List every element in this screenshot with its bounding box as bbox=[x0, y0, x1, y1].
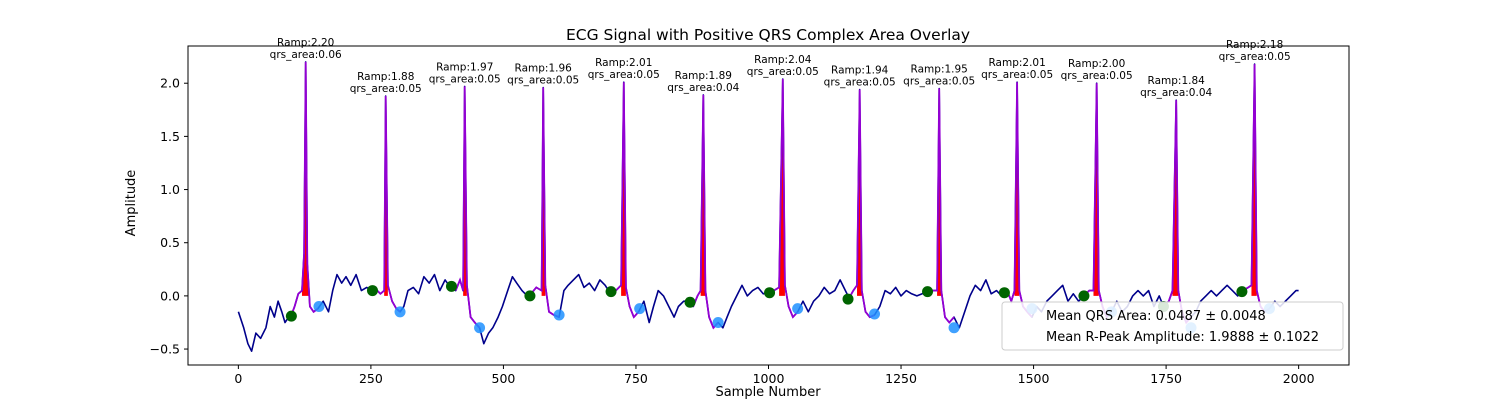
qrs-segment-3 bbox=[454, 86, 481, 329]
qrs-onset-marker-7 bbox=[764, 287, 776, 299]
qrs-onset-marker-5 bbox=[605, 286, 617, 298]
ramp-annotation-12: Ramp:1.84 bbox=[1148, 75, 1206, 87]
qrs-segment-5 bbox=[615, 82, 640, 319]
x-tick-label: 1250 bbox=[885, 371, 917, 386]
legend-entry-r-peak: Mean R-Peak Amplitude: 1.9888 ± 0.1022 bbox=[1046, 330, 1319, 345]
qrs-area-annotation-9: qrs_area:0.05 bbox=[903, 76, 975, 88]
ramp-annotation-1: Ramp:2.20 bbox=[277, 37, 334, 49]
y-tick-label: −0.5 bbox=[150, 342, 180, 357]
plot-area: Ramp:2.20qrs_area:0.06Ramp:1.88qrs_area:… bbox=[237, 37, 1299, 352]
ramp-annotation-3: Ramp:1.97 bbox=[436, 61, 493, 73]
qrs-offset-marker-6 bbox=[712, 316, 724, 328]
qrs-offset-marker-4 bbox=[553, 309, 565, 321]
ramp-annotation-11: Ramp:2.00 bbox=[1068, 58, 1125, 70]
x-tick-label: 0 bbox=[234, 371, 242, 386]
x-tick-label: 500 bbox=[492, 371, 516, 386]
qrs-offset-marker-1 bbox=[313, 301, 325, 313]
x-tick-label: 1750 bbox=[1150, 371, 1182, 386]
qrs-offset-marker-5 bbox=[634, 303, 646, 315]
qrs-segment-7 bbox=[773, 78, 799, 319]
qrs-area-annotation-2: qrs_area:0.05 bbox=[350, 83, 422, 95]
qrs-onset-marker-13 bbox=[1236, 286, 1248, 298]
ramp-annotation-10: Ramp:2.01 bbox=[988, 57, 1045, 69]
y-tick-label: 1.5 bbox=[160, 129, 180, 144]
qrs-offset-marker-9 bbox=[948, 322, 960, 334]
qrs-area-annotation-10: qrs_area:0.05 bbox=[981, 69, 1053, 81]
qrs-onset-marker-8 bbox=[842, 293, 854, 305]
ramp-annotation-4: Ramp:1.96 bbox=[515, 62, 573, 74]
qrs-area-annotation-5: qrs_area:0.05 bbox=[588, 69, 660, 81]
qrs-offset-marker-7 bbox=[792, 303, 804, 315]
x-tick-label: 750 bbox=[624, 371, 648, 386]
qrs-onset-marker-6 bbox=[684, 296, 696, 308]
qrs-offset-marker-2 bbox=[394, 306, 406, 318]
ramp-annotation-6: Ramp:1.89 bbox=[675, 70, 732, 82]
qrs-onset-marker-9 bbox=[922, 286, 934, 298]
ramp-annotation-9: Ramp:1.95 bbox=[911, 64, 968, 76]
ramp-annotation-13: Ramp:2.18 bbox=[1226, 39, 1283, 51]
qrs-onset-marker-3 bbox=[445, 280, 457, 292]
legend-entry-qrs-area: Mean QRS Area: 0.0487 ± 0.0048 bbox=[1046, 309, 1266, 324]
qrs-offset-marker-8 bbox=[869, 308, 881, 320]
plot-frame bbox=[187, 45, 1350, 366]
qrs-area-annotation-1: qrs_area:0.06 bbox=[270, 49, 342, 61]
qrs-area-annotation-3: qrs_area:0.05 bbox=[429, 73, 501, 85]
x-tick-label: 1500 bbox=[1018, 371, 1050, 386]
qrs-area-annotation-4: qrs_area:0.05 bbox=[507, 74, 579, 86]
chart-title: ECG Signal with Positive QRS Complex Are… bbox=[566, 26, 970, 44]
qrs-onset-marker-2 bbox=[366, 285, 378, 297]
qrs-segment-6 bbox=[692, 94, 719, 330]
qrs-area-annotation-7: qrs_area:0.05 bbox=[747, 66, 819, 78]
qrs-area-annotation-13: qrs_area:0.05 bbox=[1219, 51, 1291, 63]
y-axis-label: Amplitude bbox=[124, 170, 139, 237]
qrs-onset-marker-4 bbox=[524, 290, 536, 302]
x-axis: 0 250 500 750 1000 1250 1500 1750 2000 bbox=[234, 365, 1315, 386]
qrs-segment-2 bbox=[375, 95, 401, 313]
y-tick-label: 0.0 bbox=[160, 288, 180, 303]
qrs-onset-marker-11 bbox=[1078, 290, 1090, 302]
qrs-segment-9 bbox=[927, 88, 955, 324]
y-axis: −0.5 0.0 0.5 1.0 1.5 2.0 bbox=[150, 76, 188, 357]
legend: Mean QRS Area: 0.0487 ± 0.0048 Mean R-Pe… bbox=[1001, 301, 1344, 351]
qrs-area-annotation-8: qrs_area:0.05 bbox=[824, 77, 896, 89]
ramp-annotation-5: Ramp:2.01 bbox=[595, 57, 652, 69]
qrs-offset-marker-3 bbox=[474, 322, 486, 334]
legend-box bbox=[1001, 301, 1344, 351]
x-axis-label: Sample Number bbox=[715, 385, 821, 400]
y-tick-label: 2.0 bbox=[160, 76, 180, 91]
qrs-segment-1 bbox=[290, 61, 319, 316]
ramp-annotation-7: Ramp:2.04 bbox=[754, 54, 812, 66]
qrs-onset-marker-1 bbox=[285, 310, 297, 322]
x-tick-label: 1000 bbox=[753, 371, 785, 386]
y-tick-label: 0.5 bbox=[160, 235, 180, 250]
x-tick-label: 250 bbox=[359, 371, 383, 386]
qrs-area-annotation-11: qrs_area:0.05 bbox=[1061, 70, 1133, 82]
qrs-onset-marker-10 bbox=[998, 287, 1010, 299]
x-tick-label: 2000 bbox=[1283, 371, 1315, 386]
ramp-annotation-2: Ramp:1.88 bbox=[357, 71, 414, 83]
ramp-annotation-8: Ramp:1.94 bbox=[831, 65, 889, 77]
qrs-segment-8 bbox=[848, 89, 875, 319]
qrs-area-annotation-12: qrs_area:0.04 bbox=[1140, 87, 1212, 99]
qrs-area-annotation-6: qrs_area:0.04 bbox=[667, 82, 739, 94]
y-tick-label: 1.0 bbox=[160, 182, 180, 197]
qrs-segment-4 bbox=[530, 87, 560, 318]
